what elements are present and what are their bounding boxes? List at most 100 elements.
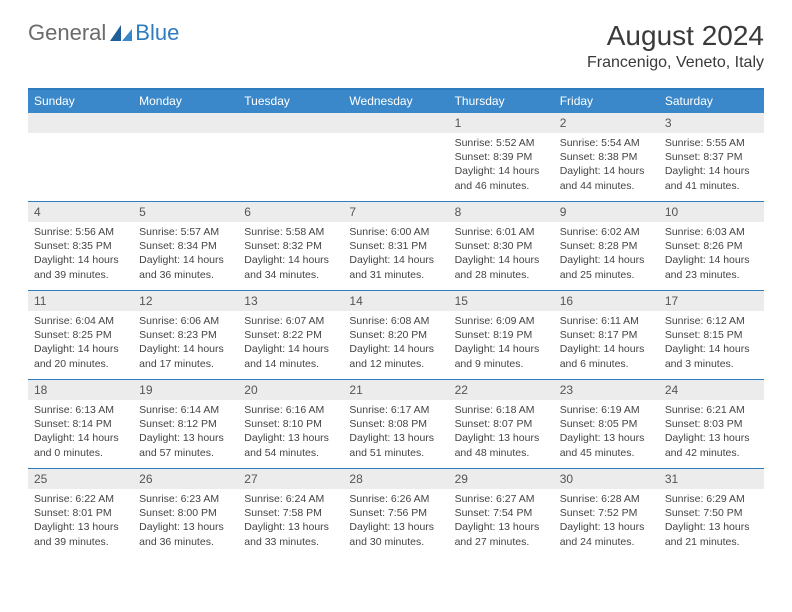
sunrise-text: Sunrise: 5:58 AM (244, 225, 337, 239)
sunset-text: Sunset: 7:52 PM (560, 506, 653, 520)
sunrise-text: Sunrise: 6:09 AM (455, 314, 548, 328)
sunrise-text: Sunrise: 6:23 AM (139, 492, 232, 506)
daylight-text: Daylight: 14 hours and 41 minutes. (665, 164, 758, 192)
day-number: 25 (28, 469, 133, 489)
weeks-container: 1Sunrise: 5:52 AMSunset: 8:39 PMDaylight… (28, 113, 764, 557)
day-number: 18 (28, 380, 133, 400)
day-detail: Sunrise: 6:21 AMSunset: 8:03 PMDaylight:… (659, 400, 764, 466)
logo: General Blue (28, 20, 179, 46)
title-block: August 2024 Francenigo, Veneto, Italy (587, 20, 764, 72)
sunset-text: Sunset: 8:20 PM (349, 328, 442, 342)
day-header-tuesday: Tuesday (238, 90, 343, 113)
sunset-text: Sunset: 7:58 PM (244, 506, 337, 520)
sunset-text: Sunset: 7:50 PM (665, 506, 758, 520)
day-header-sunday: Sunday (28, 90, 133, 113)
calendar-cell: 16Sunrise: 6:11 AMSunset: 8:17 PMDayligh… (554, 291, 659, 379)
sunrise-text: Sunrise: 6:06 AM (139, 314, 232, 328)
sunset-text: Sunset: 8:23 PM (139, 328, 232, 342)
day-number (343, 113, 448, 133)
day-number: 10 (659, 202, 764, 222)
daylight-text: Daylight: 14 hours and 14 minutes. (244, 342, 337, 370)
calendar-cell: 22Sunrise: 6:18 AMSunset: 8:07 PMDayligh… (449, 380, 554, 468)
day-detail: Sunrise: 6:02 AMSunset: 8:28 PMDaylight:… (554, 222, 659, 288)
calendar-cell: 14Sunrise: 6:08 AMSunset: 8:20 PMDayligh… (343, 291, 448, 379)
sunrise-text: Sunrise: 5:57 AM (139, 225, 232, 239)
daylight-text: Daylight: 13 hours and 33 minutes. (244, 520, 337, 548)
day-number: 12 (133, 291, 238, 311)
daylight-text: Daylight: 14 hours and 36 minutes. (139, 253, 232, 281)
week-row: 1Sunrise: 5:52 AMSunset: 8:39 PMDaylight… (28, 113, 764, 202)
day-header-row: Sunday Monday Tuesday Wednesday Thursday… (28, 90, 764, 113)
calendar-cell: 23Sunrise: 6:19 AMSunset: 8:05 PMDayligh… (554, 380, 659, 468)
calendar-cell: 21Sunrise: 6:17 AMSunset: 8:08 PMDayligh… (343, 380, 448, 468)
day-number: 28 (343, 469, 448, 489)
sunrise-text: Sunrise: 6:13 AM (34, 403, 127, 417)
sunset-text: Sunset: 8:10 PM (244, 417, 337, 431)
day-detail: Sunrise: 6:18 AMSunset: 8:07 PMDaylight:… (449, 400, 554, 466)
day-detail: Sunrise: 6:00 AMSunset: 8:31 PMDaylight:… (343, 222, 448, 288)
sunset-text: Sunset: 8:03 PM (665, 417, 758, 431)
day-header-friday: Friday (554, 90, 659, 113)
day-number: 13 (238, 291, 343, 311)
calendar-cell: 1Sunrise: 5:52 AMSunset: 8:39 PMDaylight… (449, 113, 554, 201)
day-number: 31 (659, 469, 764, 489)
sunset-text: Sunset: 8:00 PM (139, 506, 232, 520)
day-header-wednesday: Wednesday (343, 90, 448, 113)
day-number: 29 (449, 469, 554, 489)
daylight-text: Daylight: 14 hours and 31 minutes. (349, 253, 442, 281)
sunrise-text: Sunrise: 5:56 AM (34, 225, 127, 239)
day-number: 6 (238, 202, 343, 222)
header: General Blue August 2024 Francenigo, Ven… (0, 0, 792, 80)
daylight-text: Daylight: 13 hours and 39 minutes. (34, 520, 127, 548)
calendar-cell: 18Sunrise: 6:13 AMSunset: 8:14 PMDayligh… (28, 380, 133, 468)
sunrise-text: Sunrise: 6:03 AM (665, 225, 758, 239)
sunrise-text: Sunrise: 6:18 AM (455, 403, 548, 417)
day-detail: Sunrise: 6:29 AMSunset: 7:50 PMDaylight:… (659, 489, 764, 555)
sunrise-text: Sunrise: 6:07 AM (244, 314, 337, 328)
calendar-cell: 11Sunrise: 6:04 AMSunset: 8:25 PMDayligh… (28, 291, 133, 379)
day-number: 23 (554, 380, 659, 400)
day-number (28, 113, 133, 133)
day-number: 9 (554, 202, 659, 222)
day-number: 22 (449, 380, 554, 400)
daylight-text: Daylight: 13 hours and 42 minutes. (665, 431, 758, 459)
day-number: 7 (343, 202, 448, 222)
day-number (133, 113, 238, 133)
day-detail: Sunrise: 6:27 AMSunset: 7:54 PMDaylight:… (449, 489, 554, 555)
calendar-cell: 6Sunrise: 5:58 AMSunset: 8:32 PMDaylight… (238, 202, 343, 290)
day-detail: Sunrise: 6:17 AMSunset: 8:08 PMDaylight:… (343, 400, 448, 466)
calendar-cell (238, 113, 343, 201)
sunrise-text: Sunrise: 5:54 AM (560, 136, 653, 150)
day-number: 26 (133, 469, 238, 489)
day-number: 8 (449, 202, 554, 222)
day-detail: Sunrise: 6:08 AMSunset: 8:20 PMDaylight:… (343, 311, 448, 377)
sunrise-text: Sunrise: 6:12 AM (665, 314, 758, 328)
sunset-text: Sunset: 8:17 PM (560, 328, 653, 342)
sunset-text: Sunset: 8:39 PM (455, 150, 548, 164)
sunset-text: Sunset: 8:15 PM (665, 328, 758, 342)
week-row: 4Sunrise: 5:56 AMSunset: 8:35 PMDaylight… (28, 202, 764, 291)
sunrise-text: Sunrise: 6:01 AM (455, 225, 548, 239)
daylight-text: Daylight: 13 hours and 27 minutes. (455, 520, 548, 548)
sunrise-text: Sunrise: 6:11 AM (560, 314, 653, 328)
daylight-text: Daylight: 14 hours and 44 minutes. (560, 164, 653, 192)
sunrise-text: Sunrise: 6:21 AM (665, 403, 758, 417)
sunrise-text: Sunrise: 6:19 AM (560, 403, 653, 417)
sunrise-text: Sunrise: 6:17 AM (349, 403, 442, 417)
day-detail: Sunrise: 6:23 AMSunset: 8:00 PMDaylight:… (133, 489, 238, 555)
logo-text-blue: Blue (135, 20, 179, 46)
daylight-text: Daylight: 14 hours and 17 minutes. (139, 342, 232, 370)
calendar-cell (133, 113, 238, 201)
daylight-text: Daylight: 13 hours and 21 minutes. (665, 520, 758, 548)
sunrise-text: Sunrise: 6:24 AM (244, 492, 337, 506)
sunrise-text: Sunrise: 6:27 AM (455, 492, 548, 506)
calendar-cell: 31Sunrise: 6:29 AMSunset: 7:50 PMDayligh… (659, 469, 764, 557)
day-detail: Sunrise: 6:22 AMSunset: 8:01 PMDaylight:… (28, 489, 133, 555)
daylight-text: Daylight: 14 hours and 0 minutes. (34, 431, 127, 459)
sunset-text: Sunset: 8:05 PM (560, 417, 653, 431)
calendar-cell: 29Sunrise: 6:27 AMSunset: 7:54 PMDayligh… (449, 469, 554, 557)
calendar-cell (343, 113, 448, 201)
daylight-text: Daylight: 14 hours and 34 minutes. (244, 253, 337, 281)
sunset-text: Sunset: 8:38 PM (560, 150, 653, 164)
calendar-cell: 27Sunrise: 6:24 AMSunset: 7:58 PMDayligh… (238, 469, 343, 557)
